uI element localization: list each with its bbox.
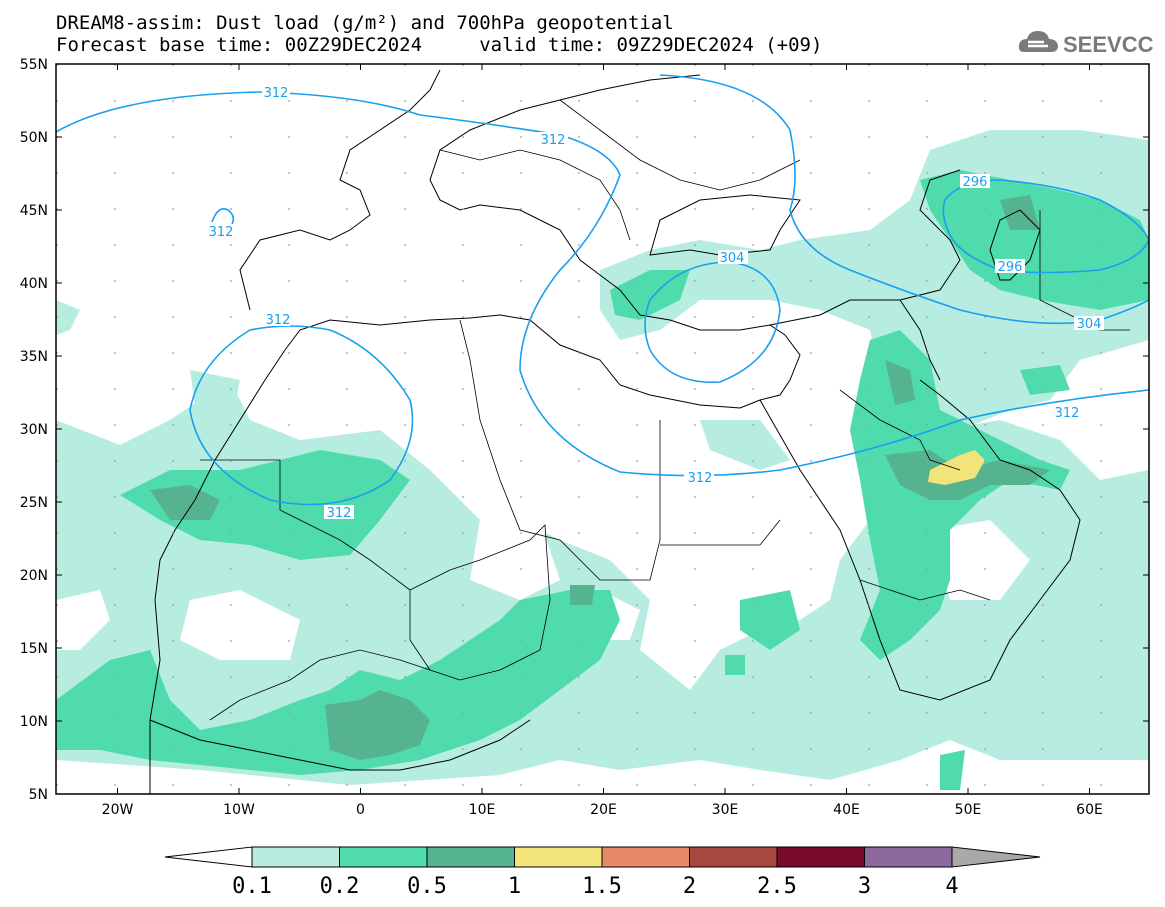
lat-label: 10N: [20, 714, 48, 730]
colorbar-label: 0.5: [407, 874, 447, 899]
colorbar-label: 3: [858, 874, 871, 899]
lat-label: 15N: [20, 641, 48, 657]
contour-labels: 312 312 312 312 312 312 312 304 304 296 …: [209, 85, 1104, 521]
logo-text: SEEVCCC: [1063, 32, 1153, 57]
colorbar-swatch: [339, 846, 428, 868]
colorbar-swatch: [689, 846, 778, 868]
lon-label: 50E: [955, 802, 982, 818]
contour-label: 304: [1077, 317, 1102, 332]
contour-label: 312: [1055, 406, 1080, 421]
lat-label: 45N: [20, 203, 48, 219]
colorbar-label: 0.2: [320, 874, 360, 899]
colorbar-swatch: [776, 846, 865, 868]
colorbar-label: 1: [508, 874, 521, 899]
lon-label: 60E: [1076, 802, 1103, 818]
lat-label: 40N: [20, 276, 48, 292]
colorbar-label: 4: [945, 874, 958, 899]
contour-label: 312: [541, 133, 566, 148]
cloud-icon: [1018, 31, 1058, 52]
forecast-time: Forecast base time: 00Z29DEC2024 valid t…: [56, 34, 823, 56]
seevccc-logo: SEEVCCC: [1018, 31, 1153, 57]
lat-label: 25N: [20, 495, 48, 511]
lat-label: 35N: [20, 349, 48, 365]
lat-label: 5N: [29, 787, 48, 803]
colorbar-label: 1.5: [582, 874, 622, 899]
longitude-axis: 20W 10W 0 10E 20E 30E 40E 50E 60E: [102, 64, 1103, 818]
map-title: DREAM8-assim: Dust load (g/m²) and 700hP…: [56, 12, 674, 34]
colorbar-swatch: [251, 846, 340, 868]
contour-label: 296: [963, 175, 988, 190]
lon-label: 30E: [712, 802, 739, 818]
lon-label: 10W: [223, 802, 255, 818]
colorbar-label: 0.1: [232, 874, 272, 899]
colorbar-swatch: [601, 846, 690, 868]
contour-label: 312: [327, 506, 352, 521]
contour-label: 312: [688, 471, 713, 486]
lon-label: 20W: [102, 802, 134, 818]
contour-label: 296: [998, 260, 1023, 275]
colorbar-lower-arrow: [164, 846, 253, 868]
colorbar: 0.1 0.2 0.5 1 1.5 2 2.5 3 4: [164, 846, 1041, 899]
colorbar-label: 2.5: [757, 874, 797, 899]
latitude-axis: 55N 50N 45N 40N 35N 30N 25N 20N 15N 10N 5N: [20, 57, 1149, 803]
colorbar-label: 2: [683, 874, 696, 899]
colorbar-swatch: [426, 846, 515, 868]
contour-label: 304: [720, 251, 745, 266]
lat-label: 20N: [20, 568, 48, 584]
lon-label: 40E: [833, 802, 860, 818]
colorbar-swatch: [864, 846, 953, 868]
colorbar-upper-arrow: [951, 846, 1041, 868]
lat-label: 50N: [20, 130, 48, 146]
colorbar-swatch: [514, 846, 603, 868]
lon-label: 20E: [590, 802, 617, 818]
lon-label: 0: [356, 802, 365, 818]
contour-label: 312: [264, 86, 289, 101]
lat-label: 55N: [20, 57, 48, 73]
contour-label: 312: [266, 313, 291, 328]
contour-label: 312: [209, 225, 234, 240]
lat-label: 30N: [20, 422, 48, 438]
lon-label: 10E: [469, 802, 496, 818]
